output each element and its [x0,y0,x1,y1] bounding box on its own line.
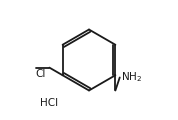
Text: HCl: HCl [40,98,58,108]
Text: Cl: Cl [35,69,46,79]
Text: NH$_2$: NH$_2$ [121,71,142,84]
